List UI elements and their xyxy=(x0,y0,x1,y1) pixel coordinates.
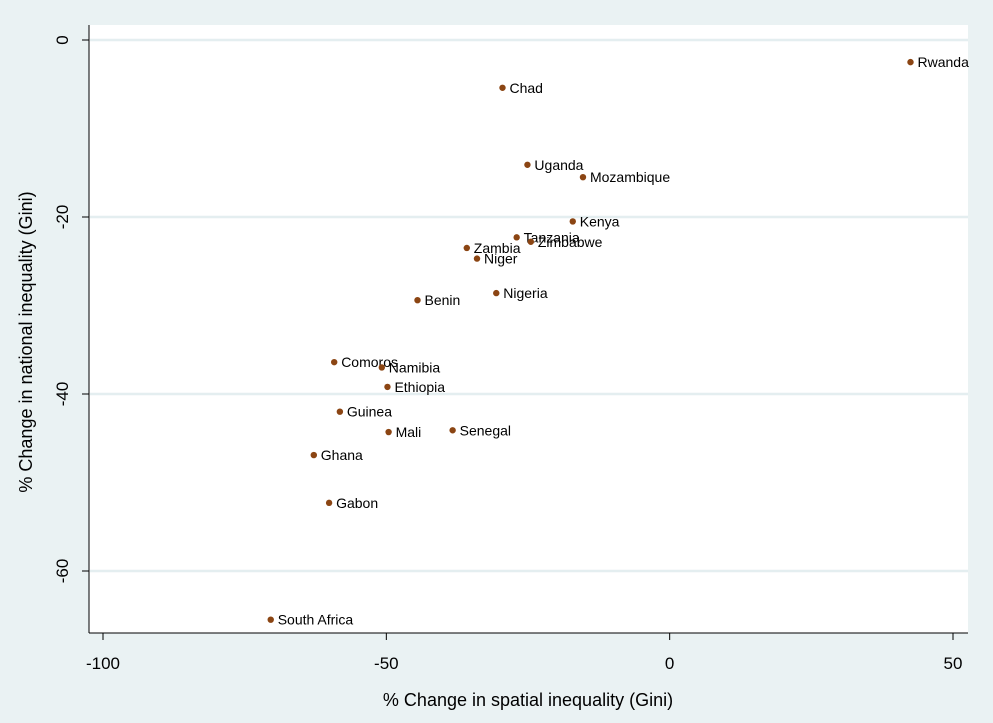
data-point-south-africa: South Africa xyxy=(267,612,354,628)
point-marker xyxy=(513,234,520,241)
data-point-tanzania: Tanzania xyxy=(513,229,580,245)
data-point-chad: Chad xyxy=(499,80,543,96)
data-point-rwanda: Rwanda xyxy=(907,54,969,70)
data-point-benin: Benin xyxy=(414,292,460,308)
point-marker xyxy=(310,451,317,459)
point-label: Uganda xyxy=(534,157,583,173)
data-point-mozambique: Mozambique xyxy=(579,169,670,185)
data-point-niger: Niger xyxy=(473,251,518,267)
y-axis-title: % Change in national inequality (Gini) xyxy=(16,191,36,492)
point-label: Ghana xyxy=(321,447,363,463)
y-tick-label: -40 xyxy=(53,382,72,407)
point-marker xyxy=(463,244,470,252)
point-label: Zimbabwe xyxy=(538,234,603,250)
data-points: Rwanda Chad Uganda Mozambique KenyaTanzaniaZ… xyxy=(267,54,969,628)
point-label: Niger xyxy=(484,251,518,267)
point-marker xyxy=(527,238,535,245)
data-point-gabon: Gabon xyxy=(325,495,378,511)
y-tick-label: 0 xyxy=(53,35,72,44)
point-marker xyxy=(579,173,587,181)
plot-area xyxy=(89,25,968,633)
point-label: Kenya xyxy=(580,213,620,229)
point-label: Tanzania xyxy=(524,229,580,245)
point-label: Guinea xyxy=(347,404,392,420)
data-point-ghana: Ghana xyxy=(310,447,363,463)
point-label: Zambia xyxy=(474,240,521,256)
point-marker xyxy=(524,161,531,168)
point-marker xyxy=(473,255,481,262)
x-tick-label: 50 xyxy=(944,654,963,673)
grid-lines xyxy=(90,38,968,573)
x-ticks: -100 -50 0 50 xyxy=(86,633,962,673)
data-point-zambia: Zambia xyxy=(463,240,521,256)
point-label: Senegal xyxy=(460,422,511,438)
data-point-nigeria: Nigeria xyxy=(493,285,548,301)
point-label: Rwanda xyxy=(918,54,970,70)
point-label: Chad xyxy=(510,80,543,96)
point-marker xyxy=(499,84,506,91)
point-marker xyxy=(385,428,392,436)
y-ticks: 0 -20 -40 -60 xyxy=(53,35,89,583)
data-point-namibia: Namibia xyxy=(378,359,441,375)
x-tick-label: -50 xyxy=(374,654,399,673)
point-marker xyxy=(336,408,344,415)
point-marker xyxy=(378,364,385,371)
x-tick-label: 0 xyxy=(665,654,674,673)
point-marker xyxy=(384,383,391,391)
point-marker xyxy=(331,358,338,366)
point-marker xyxy=(569,218,576,225)
point-marker xyxy=(325,499,333,507)
point-label: Benin xyxy=(425,292,461,308)
x-tick-label: -100 xyxy=(86,654,120,673)
point-marker xyxy=(449,427,456,434)
data-point-zimbabwe: Zimbabwe xyxy=(527,234,603,250)
point-label: Nigeria xyxy=(503,285,548,301)
data-point-ethiopia: Ethiopia xyxy=(384,379,445,395)
point-label: Ethiopia xyxy=(394,379,445,395)
point-label: Mali xyxy=(396,424,422,440)
data-point-guinea: Guinea xyxy=(336,404,392,420)
data-point-kenya: Kenya xyxy=(569,213,620,229)
point-marker xyxy=(414,296,421,304)
data-point-uganda: Uganda xyxy=(524,157,584,173)
data-point-senegal: Senegal xyxy=(449,422,511,438)
point-marker xyxy=(267,616,274,623)
point-label: Mozambique xyxy=(590,169,670,185)
data-point-mali: Mali xyxy=(385,424,421,440)
point-label: South Africa xyxy=(278,612,354,628)
y-tick-label: -60 xyxy=(53,559,72,584)
point-label: Gabon xyxy=(336,495,378,511)
y-tick-label: -20 xyxy=(53,205,72,230)
axes xyxy=(88,25,968,634)
point-marker xyxy=(907,58,914,66)
point-label: Namibia xyxy=(389,359,441,375)
point-marker xyxy=(493,289,500,297)
x-axis-title: % Change in spatial inequality (Gini) xyxy=(383,690,673,710)
